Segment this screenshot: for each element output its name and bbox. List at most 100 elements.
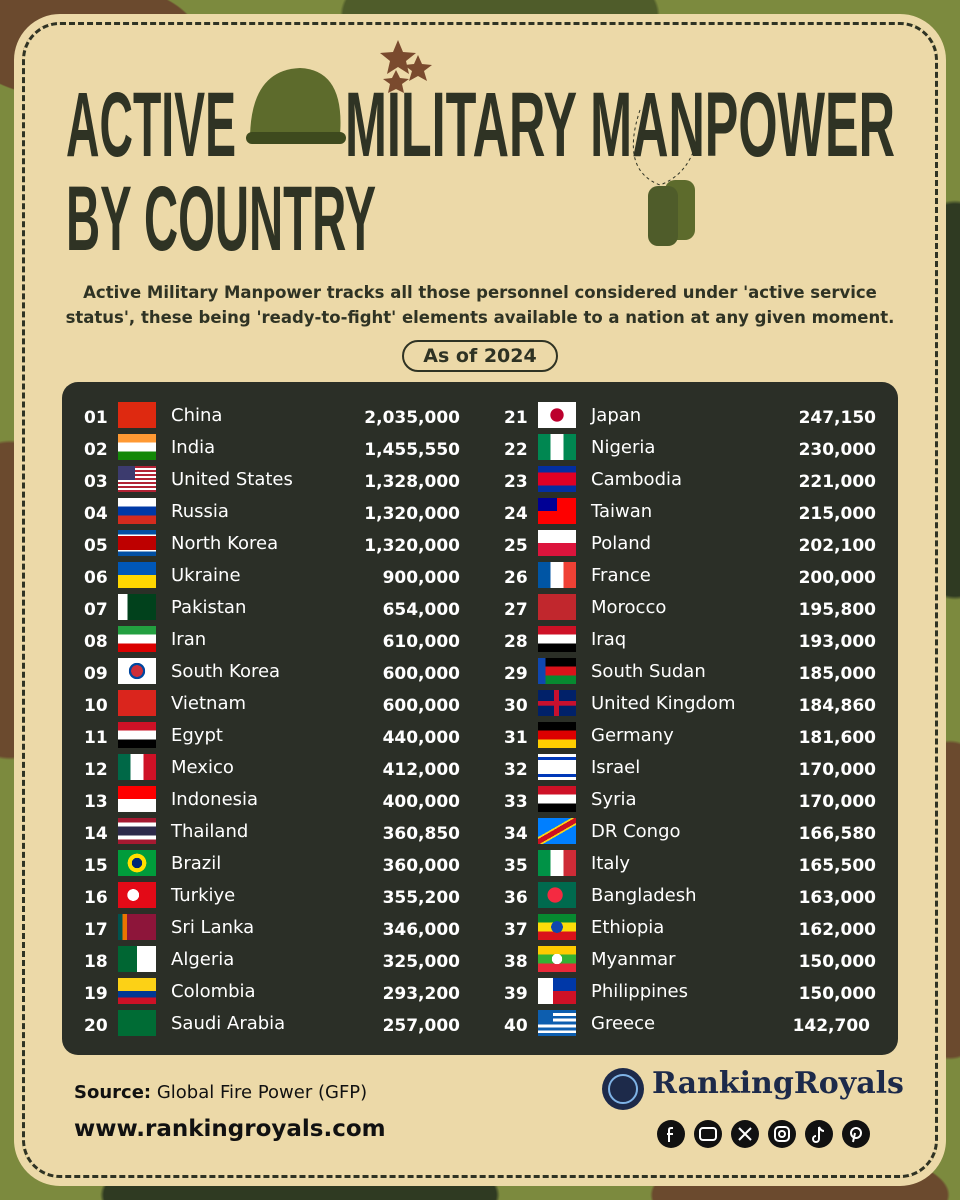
flag <box>538 1010 576 1036</box>
country: Greece <box>591 1013 656 1034</box>
country: India <box>171 437 216 458</box>
value: 163,000 <box>798 888 876 908</box>
flag <box>118 434 156 460</box>
flag <box>118 626 156 652</box>
value: 293,200 <box>382 984 460 1004</box>
value: 900,000 <box>382 568 460 588</box>
flag <box>538 882 576 908</box>
flag <box>118 690 156 716</box>
flag <box>538 690 576 716</box>
flag <box>538 594 576 620</box>
helmet-icon <box>246 68 346 144</box>
value: 166,580 <box>798 824 876 844</box>
country: Bangladesh <box>591 885 697 906</box>
rank: 39 <box>504 984 528 1004</box>
country: Morocco <box>591 597 667 618</box>
value: 654,000 <box>382 600 460 620</box>
value: 360,000 <box>382 856 460 876</box>
flag <box>538 562 576 588</box>
rank: 29 <box>504 664 528 684</box>
flag <box>118 594 156 620</box>
country: United Kingdom <box>591 693 736 714</box>
value: 440,000 <box>382 728 460 748</box>
source-text: Global Fire Power (GFP) <box>156 1082 368 1103</box>
country: France <box>591 565 651 586</box>
flag <box>118 466 156 492</box>
country: Israel <box>591 757 641 778</box>
rank: 34 <box>504 824 528 844</box>
value: 165,500 <box>798 856 876 876</box>
value: 400,000 <box>382 792 460 812</box>
value: 412,000 <box>382 760 460 780</box>
value: 2,035,000 <box>364 408 460 428</box>
country: Brazil <box>171 853 222 874</box>
country: Germany <box>591 725 674 746</box>
description: Active Military Manpower tracks all thos… <box>65 283 895 327</box>
flag <box>538 946 576 972</box>
country: Vietnam <box>171 693 247 714</box>
flag <box>538 466 576 492</box>
title-line: MILITARY MANPOWER <box>345 74 895 176</box>
country: North Korea <box>171 533 279 554</box>
rank: 33 <box>504 792 528 812</box>
rank: 13 <box>84 792 108 812</box>
rank: 20 <box>84 1016 108 1036</box>
value: 200,000 <box>798 568 876 588</box>
value: 355,200 <box>382 888 460 908</box>
rank: 12 <box>84 760 108 780</box>
country: Cambodia <box>591 469 683 490</box>
rank: 18 <box>84 952 108 972</box>
flag <box>538 434 576 460</box>
rank: 24 <box>504 504 528 524</box>
value: 215,000 <box>798 504 876 524</box>
value: 150,000 <box>798 952 876 972</box>
country: Colombia <box>171 981 256 1002</box>
flag <box>118 754 156 780</box>
rank: 07 <box>84 600 108 620</box>
flag <box>538 914 576 940</box>
country: Turkiye <box>171 885 236 906</box>
flag <box>118 1010 156 1036</box>
value: 600,000 <box>382 696 460 716</box>
rank: 23 <box>504 472 528 492</box>
value: 1,455,550 <box>364 440 460 460</box>
country: Egypt <box>171 725 223 746</box>
rank: 08 <box>84 632 108 652</box>
rank: 17 <box>84 920 108 940</box>
value: 1,328,000 <box>364 472 460 492</box>
rank: 37 <box>504 920 528 940</box>
flag <box>118 914 156 940</box>
country: Thailand <box>171 821 249 842</box>
brand: RankingRoyals <box>652 1066 904 1101</box>
rank: 35 <box>504 856 528 876</box>
value: 360,850 <box>382 824 460 844</box>
value: 195,800 <box>798 600 876 620</box>
title-line: BY COUNTRY <box>66 168 376 270</box>
flag <box>538 498 576 524</box>
value: 257,000 <box>382 1016 460 1036</box>
rank: 31 <box>504 728 528 748</box>
country: DR Congo <box>591 821 681 842</box>
source: Source: Global Fire Power (GFP) <box>74 1082 367 1103</box>
flag <box>118 818 156 844</box>
value: 230,000 <box>798 440 876 460</box>
country: South Sudan <box>591 661 706 682</box>
country: Saudi Arabia <box>171 1013 286 1034</box>
flag <box>118 722 156 748</box>
value: 1,320,000 <box>364 504 460 524</box>
rank: 26 <box>504 568 528 588</box>
flag <box>538 530 576 556</box>
rank: 22 <box>504 440 528 460</box>
country: Algeria <box>171 949 235 970</box>
rank: 16 <box>84 888 108 908</box>
country: Russia <box>171 501 229 522</box>
flag <box>118 530 156 556</box>
title-line: ACTIVE <box>66 74 236 176</box>
flag <box>538 402 576 428</box>
rank: 25 <box>504 536 528 556</box>
country: Japan <box>591 405 642 426</box>
flag <box>118 562 156 588</box>
rank: 05 <box>84 536 108 556</box>
value: 162,000 <box>798 920 876 940</box>
